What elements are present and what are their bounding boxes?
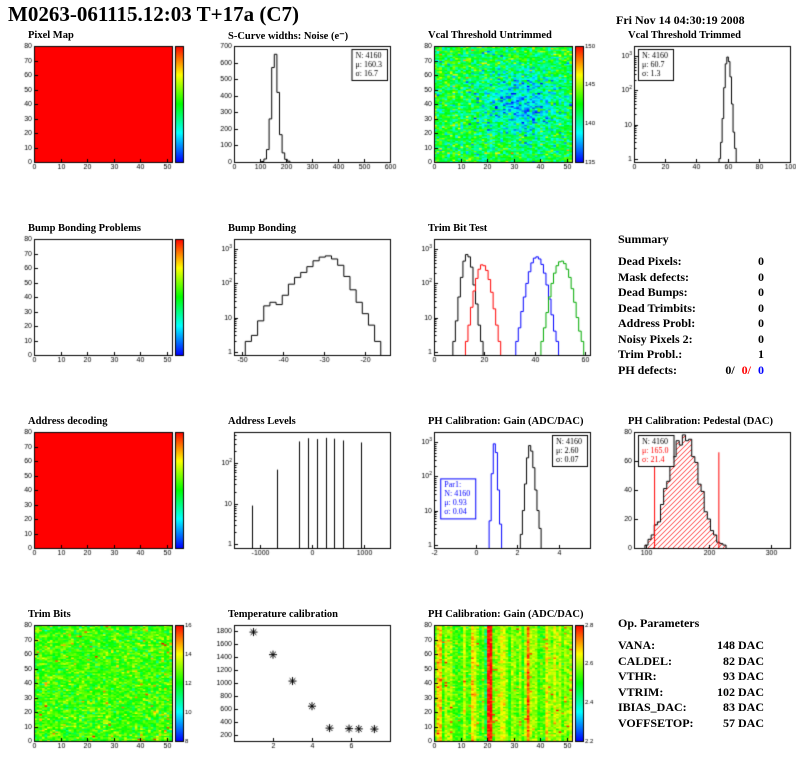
temperature-plot	[208, 621, 398, 754]
plot-title-address-levels: Address Levels	[228, 416, 296, 427]
panel-ph-pedestal: PH Calibration: Pedestal (DAC)	[608, 416, 796, 561]
summary-label: Dead Pixels:	[618, 254, 682, 268]
panel-pixel-map: Pixel Map	[8, 30, 200, 175]
page-title: M0263-061115.12:03 T+17a (C7)	[8, 2, 299, 26]
summary-value: 0	[758, 269, 764, 284]
op-label: VOFFSETOP:	[618, 715, 694, 730]
op-value: 57 DAC	[723, 715, 764, 730]
panel-temperature: Temperature calibration	[208, 609, 400, 754]
plot-title-scurve-noise: S-Curve widths: Noise (e⁻)	[228, 31, 349, 42]
op-label: IBIAS_DAC:	[618, 700, 687, 714]
summary-value: 0	[758, 285, 764, 299]
panel-trimbit-test: Trim Bit Test	[408, 223, 600, 368]
op-row-vthr: VTHR: 93 DAC	[618, 669, 764, 685]
panel-address-decoding: Address decoding	[8, 416, 200, 561]
plot-title-pixel-map: Pixel Map	[28, 30, 74, 41]
panel-bump-problems: Bump Bonding Problems	[8, 223, 200, 368]
pixel-map-plot	[8, 42, 198, 175]
plot-title-bump-problems: Bump Bonding Problems	[28, 223, 142, 234]
summary-row-noisy-pixels: Noisy Pixels 2: 0	[618, 332, 764, 348]
summary-label: Address Probl:	[618, 316, 696, 330]
op-parameters-title: Op. Parameters	[618, 616, 700, 630]
summary-label: Noisy Pixels 2:	[618, 331, 693, 346]
op-row-vana: VANA: 148 DAC	[618, 638, 764, 654]
plot-title-temperature: Temperature calibration	[228, 609, 338, 620]
plot-title-ph-gain-map: PH Calibration: Gain (ADC/DAC)	[428, 609, 584, 620]
op-parameters-panel: Op. Parameters VANA: 148 DAC CALDEL: 82 …	[618, 616, 764, 731]
trim-bits-plot	[8, 621, 198, 754]
ph-defects-value-1: 0/	[725, 362, 735, 377]
panel-vcal-trimmed: Vcal Threshold Trimmed	[608, 30, 796, 175]
plot-title-bump-bonding: Bump Bonding	[228, 223, 296, 234]
bump-bonding-plot	[208, 235, 398, 368]
summary-label: PH defects:	[618, 362, 677, 377]
summary-row-dead-trimbits: Dead Trimbits: 0	[618, 301, 764, 317]
summary-row-ph-defects: PH defects: 0/ 0/ 0	[618, 363, 764, 379]
op-value: 93 DAC	[723, 669, 764, 683]
summary-title: Summary	[618, 232, 669, 246]
vcal-untrimmed-plot	[408, 42, 598, 175]
summary-value: 0	[758, 331, 764, 346]
ph-defects-values: 0/ 0/ 0	[721, 363, 764, 379]
panel-address-levels: Address Levels	[208, 416, 400, 561]
op-row-vtrim: VTRIM: 102 DAC	[618, 685, 764, 701]
op-value: 83 DAC	[723, 700, 764, 714]
trimbit-test-plot	[408, 235, 598, 368]
summary-value: 0	[758, 316, 764, 330]
address-levels-plot	[208, 428, 398, 561]
summary-label: Mask defects:	[618, 269, 689, 284]
summary-value: 1	[758, 347, 764, 361]
ph-defects-value-3: 0	[758, 362, 764, 377]
summary-value: 0	[758, 300, 764, 315]
plot-title-address-decoding: Address decoding	[28, 416, 108, 427]
panel-bump-bonding: Bump Bonding	[208, 223, 400, 368]
summary-row-dead-pixels: Dead Pixels: 0	[618, 254, 764, 270]
address-decoding-plot	[8, 428, 198, 561]
summary-row-address-probl: Address Probl: 0	[618, 316, 764, 332]
panel-ph-gain-map: PH Calibration: Gain (ADC/DAC)	[408, 609, 600, 754]
ph-pedestal-plot	[608, 428, 796, 561]
ph-gain-map-plot	[408, 621, 598, 754]
summary-value: 0	[758, 254, 764, 268]
plot-title-trimbit-test: Trim Bit Test	[428, 223, 488, 234]
bump-problems-plot	[8, 235, 198, 368]
summary-row-trim-probl: Trim Probl.: 1	[618, 347, 764, 363]
plot-title-vcal-trimmed: Vcal Threshold Trimmed	[628, 30, 741, 41]
summary-panel: Summary Dead Pixels: 0 Mask defects: 0 D…	[618, 232, 764, 378]
op-value: 148 DAC	[717, 638, 764, 652]
op-row-ibias: IBIAS_DAC: 83 DAC	[618, 700, 764, 716]
summary-label: Dead Trimbits:	[618, 300, 696, 315]
panel-trim-bits: Trim Bits	[8, 609, 200, 754]
op-label: VTRIM:	[618, 684, 664, 699]
summary-row-mask-defects: Mask defects: 0	[618, 270, 764, 286]
plot-title-trim-bits: Trim Bits	[28, 609, 71, 620]
ph-defects-value-2: 0/	[741, 362, 751, 377]
ph-gain-hist-plot	[408, 428, 598, 561]
op-row-voffsetop: VOFFSETOP: 57 DAC	[618, 716, 764, 732]
op-row-caldel: CALDEL: 82 DAC	[618, 654, 764, 670]
summary-label: Trim Probl.:	[618, 347, 683, 361]
op-value: 82 DAC	[723, 653, 764, 668]
panel-scurve-noise: S-Curve widths: Noise (e⁻)	[208, 30, 400, 175]
op-label: VANA:	[618, 638, 656, 652]
vcal-trimmed-plot	[608, 42, 796, 175]
panel-ph-gain-hist: PH Calibration: Gain (ADC/DAC)	[408, 416, 600, 561]
scurve-noise-plot	[208, 42, 398, 175]
plot-title-vcal-untrimmed: Vcal Threshold Untrimmed	[428, 30, 552, 41]
op-label: CALDEL:	[618, 653, 673, 668]
op-value: 102 DAC	[717, 684, 764, 699]
summary-label: Dead Bumps:	[618, 285, 688, 299]
plot-title-ph-pedestal: PH Calibration: Pedestal (DAC)	[628, 416, 773, 427]
op-label: VTHR:	[618, 669, 657, 683]
timestamp: Fri Nov 14 04:30:19 2008	[616, 13, 745, 27]
plot-title-ph-gain-hist: PH Calibration: Gain (ADC/DAC)	[428, 416, 584, 427]
summary-row-dead-bumps: Dead Bumps: 0	[618, 285, 764, 301]
panel-vcal-untrimmed: Vcal Threshold Untrimmed	[408, 30, 600, 175]
